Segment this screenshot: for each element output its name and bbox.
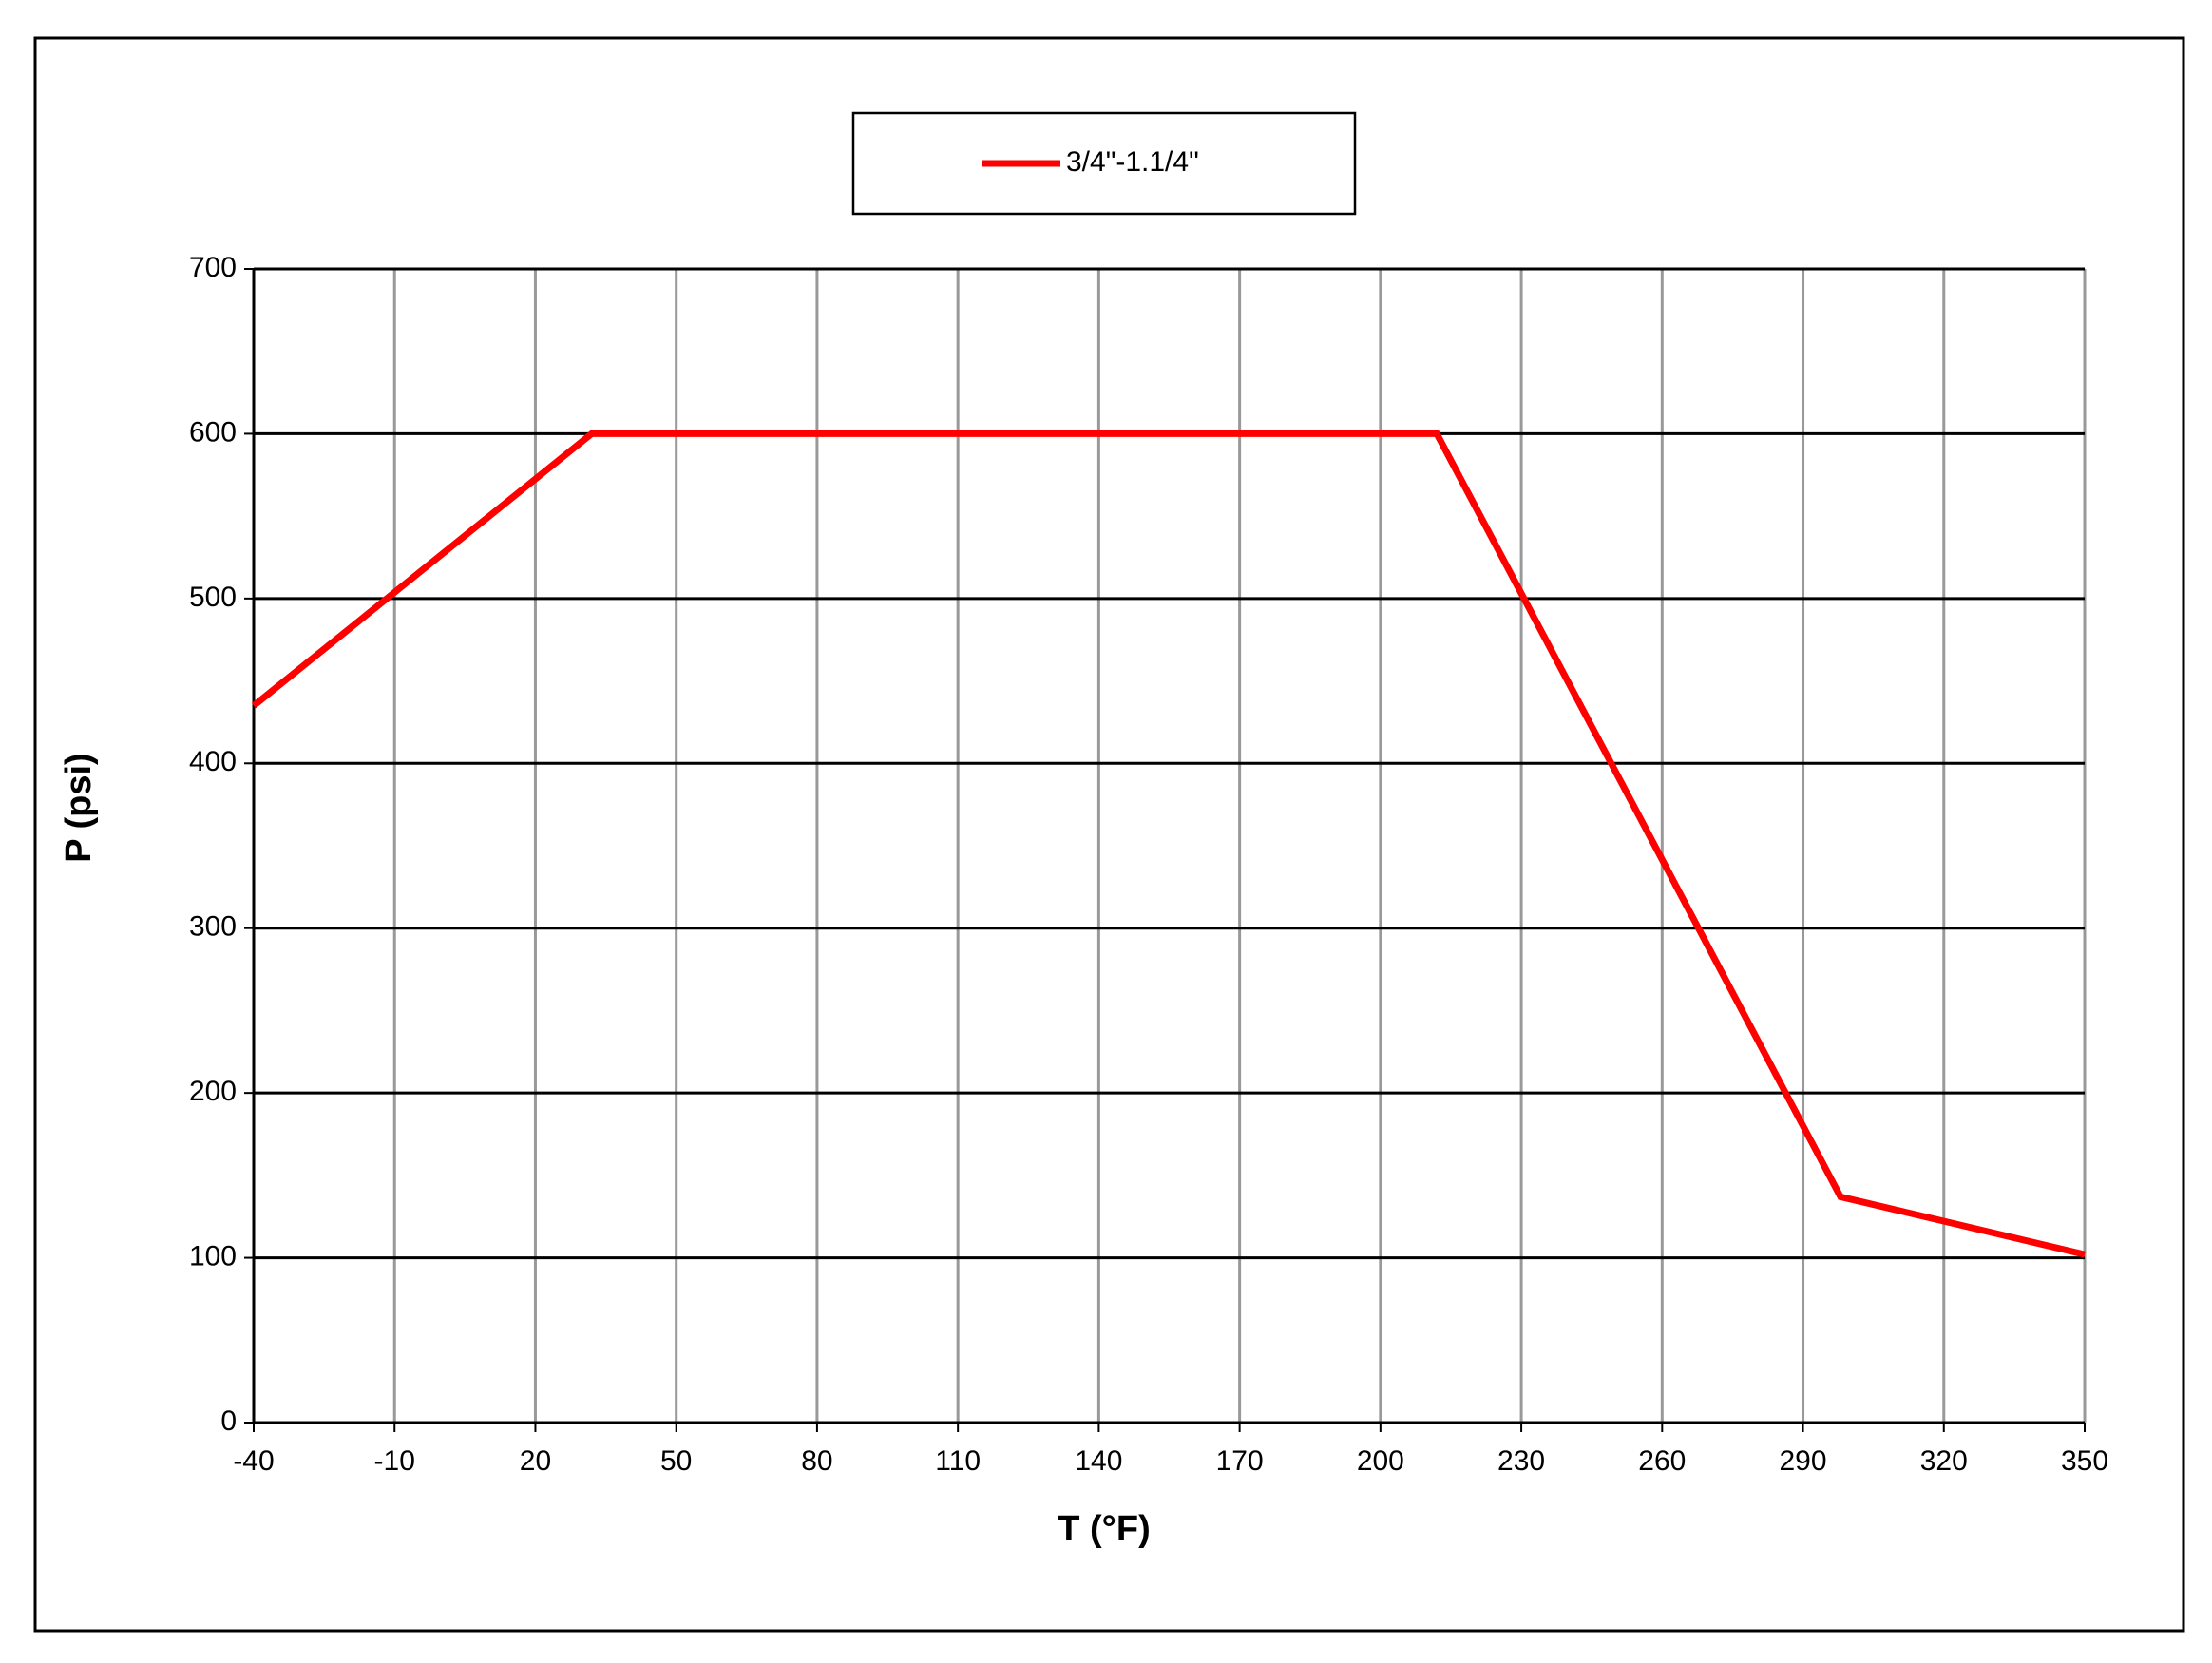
x-tick-label: 230 xyxy=(1497,1445,1545,1477)
chart-frame xyxy=(33,36,2185,1633)
x-tick-label: 110 xyxy=(935,1445,981,1477)
x-tick-label: 80 xyxy=(801,1445,832,1477)
x-axis-title: T (°F) xyxy=(1058,1509,1151,1549)
x-tick-label: 320 xyxy=(1920,1445,1968,1477)
x-tick-label: 50 xyxy=(660,1445,692,1477)
x-tick-label: 290 xyxy=(1780,1445,1827,1477)
x-tick-label: 260 xyxy=(1638,1445,1686,1477)
data-line xyxy=(251,430,2086,1258)
x-tick-label: 20 xyxy=(520,1445,551,1477)
y-tick-label: 100 xyxy=(189,1240,237,1271)
x-tick-label: -10 xyxy=(374,1445,415,1477)
x-tick-label: 200 xyxy=(1357,1445,1404,1477)
legend-box xyxy=(851,111,1357,216)
y-axis-title: P (psi) xyxy=(59,753,99,862)
y-tick-label: 600 xyxy=(189,416,237,448)
y-tick-label: 300 xyxy=(189,911,237,943)
y-tick-label: 400 xyxy=(189,746,237,777)
legend-label: 3/4"-1.1/4" xyxy=(1066,146,1199,178)
x-tick-label: -40 xyxy=(233,1445,274,1477)
y-tick-label: 700 xyxy=(189,252,237,283)
x-tick-label: 140 xyxy=(1075,1445,1122,1477)
x-tick-label: 170 xyxy=(1216,1445,1264,1477)
y-tick-label: 500 xyxy=(189,582,237,613)
y-tick-label: 0 xyxy=(220,1405,237,1437)
y-tick-label: 200 xyxy=(189,1076,237,1107)
x-tick-label: 350 xyxy=(2061,1445,2108,1477)
